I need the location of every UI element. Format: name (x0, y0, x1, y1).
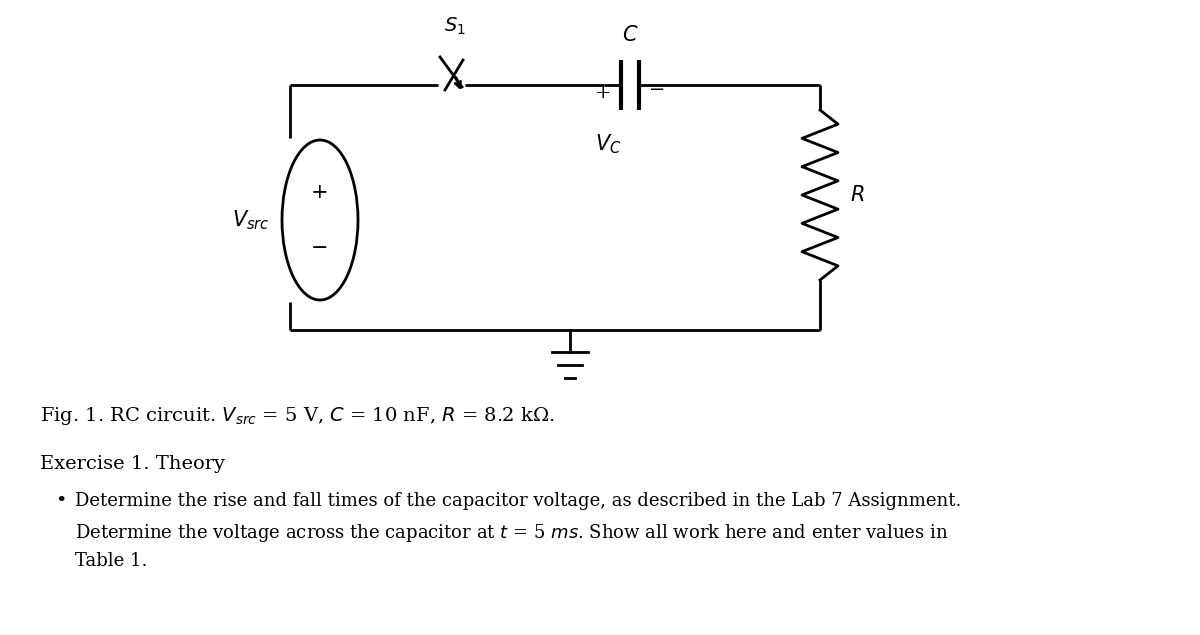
Text: +: + (595, 84, 611, 102)
Text: −: − (311, 239, 329, 258)
Text: •: • (55, 492, 66, 510)
Text: Determine the rise and fall times of the capacitor voltage, as described in the : Determine the rise and fall times of the… (74, 492, 961, 510)
Text: Table 1.: Table 1. (74, 552, 148, 570)
Text: −: − (649, 81, 665, 99)
Text: +: + (311, 182, 329, 201)
Text: Exercise 1. Theory: Exercise 1. Theory (40, 455, 226, 473)
Text: Fig. 1. RC circuit. $V_{src}$ = 5 V, $C$ = 10 nF, $R$ = 8.2 kΩ.: Fig. 1. RC circuit. $V_{src}$ = 5 V, $C$… (40, 405, 554, 427)
Text: Determine the voltage across the capacitor at $t$ = 5 $ms$. Show all work here a: Determine the voltage across the capacit… (74, 522, 948, 544)
Text: $S_1$: $S_1$ (444, 16, 466, 37)
Text: $V_{src}$: $V_{src}$ (233, 208, 270, 232)
Text: $C$: $C$ (622, 25, 638, 45)
Text: $R$: $R$ (850, 185, 864, 205)
Text: $V_C$: $V_C$ (595, 132, 622, 156)
